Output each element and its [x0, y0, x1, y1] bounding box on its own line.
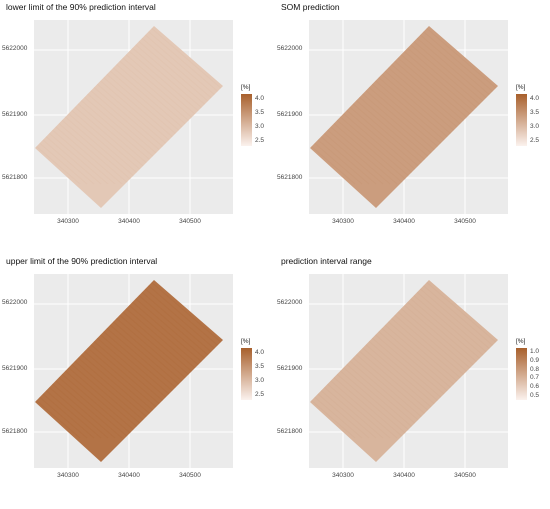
field-raster — [35, 280, 223, 462]
y-tick-label: 5622000 — [2, 299, 28, 306]
x-tick-label: 340300 — [332, 472, 354, 479]
legend-title: [%] — [516, 338, 526, 345]
color-legend: [%] 4.0 3.5 3.0 2.5 — [241, 84, 275, 154]
x-tick-label: 340400 — [393, 472, 415, 479]
legend-tick-label: 0.9 — [530, 357, 540, 364]
legend-tick-label: 3.5 — [255, 109, 265, 117]
y-tick-label: 5621800 — [277, 428, 303, 435]
y-tick-label: 5622000 — [2, 45, 28, 52]
x-tick-label: 340500 — [454, 218, 476, 225]
panel-title: prediction interval range — [281, 256, 372, 266]
y-tick-label: 5621800 — [2, 174, 28, 181]
x-tick-label: 340500 — [179, 218, 201, 225]
y-tick-label: 5622000 — [277, 299, 303, 306]
legend-tick-label: 4.0 — [255, 349, 265, 357]
legend-title: [%] — [516, 84, 526, 91]
legend-tick-label: 3.0 — [255, 122, 265, 130]
legend-colorbar — [516, 94, 527, 146]
x-tick-label: 340300 — [332, 218, 354, 225]
x-tick-label: 340400 — [393, 218, 415, 225]
legend-tick-label: 2.5 — [530, 136, 540, 144]
x-tick-label: 340500 — [179, 472, 201, 479]
x-tick-label: 340300 — [57, 472, 79, 479]
legend-tick-label: 2.5 — [255, 390, 265, 398]
map-plot-area — [309, 20, 508, 214]
legend-tick-label: 0.7 — [530, 374, 540, 382]
panel-title: SOM prediction — [281, 2, 340, 12]
legend-title: [%] — [241, 84, 251, 91]
map-panel-interval-range: prediction interval range 5622000 562190… — [275, 254, 550, 508]
map-panel-som-prediction: SOM prediction 5622000 5621900 5621800 3… — [275, 0, 550, 254]
legend-tick-label: 0.8 — [530, 365, 540, 373]
x-tick-label: 340400 — [118, 218, 140, 225]
y-tick-label: 5621800 — [2, 428, 28, 435]
legend-tick-label: 3.0 — [530, 122, 540, 130]
field-raster — [310, 280, 498, 462]
panel-title: lower limit of the 90% prediction interv… — [6, 2, 156, 12]
legend-tick-label: 3.0 — [255, 376, 265, 384]
map-plot-area — [34, 274, 233, 468]
legend-tick-label: 4.0 — [255, 95, 265, 103]
legend-tick-label: 0.6 — [530, 383, 540, 390]
y-tick-label: 5622000 — [277, 45, 303, 52]
y-tick-label: 5621900 — [277, 111, 303, 118]
map-panel-upper-limit: upper limit of the 90% prediction interv… — [0, 254, 275, 508]
legend-tick-label: 3.5 — [530, 109, 540, 117]
legend-tick-label: 3.5 — [255, 363, 265, 371]
legend-tick-label: 1.0 — [530, 348, 540, 356]
y-tick-label: 5621900 — [2, 365, 28, 372]
color-legend: [%] 1.0 0.9 0.8 0.7 0.6 0.5 — [516, 338, 550, 408]
legend-tick-label: 2.5 — [255, 136, 265, 144]
field-raster — [35, 26, 223, 208]
x-tick-label: 340400 — [118, 472, 140, 479]
legend-tick-label: 0.5 — [530, 391, 540, 399]
y-tick-label: 5621900 — [2, 111, 28, 118]
map-panel-lower-limit: lower limit of the 90% prediction interv… — [0, 0, 275, 254]
legend-colorbar — [241, 94, 252, 146]
panel-title: upper limit of the 90% prediction interv… — [6, 256, 158, 266]
x-tick-label: 340500 — [454, 472, 476, 479]
map-plot-area — [34, 20, 233, 214]
color-legend: [%] 4.0 3.5 3.0 2.5 — [241, 338, 275, 408]
legend-colorbar — [516, 348, 527, 400]
legend-title: [%] — [241, 338, 251, 345]
map-plot-area — [309, 274, 508, 468]
y-tick-label: 5621800 — [277, 174, 303, 181]
y-tick-label: 5621900 — [277, 365, 303, 372]
legend-tick-label: 4.0 — [530, 95, 540, 103]
field-raster — [310, 26, 498, 208]
legend-colorbar — [241, 348, 252, 400]
color-legend: [%] 4.0 3.5 3.0 2.5 — [516, 84, 550, 154]
x-tick-label: 340300 — [57, 218, 79, 225]
